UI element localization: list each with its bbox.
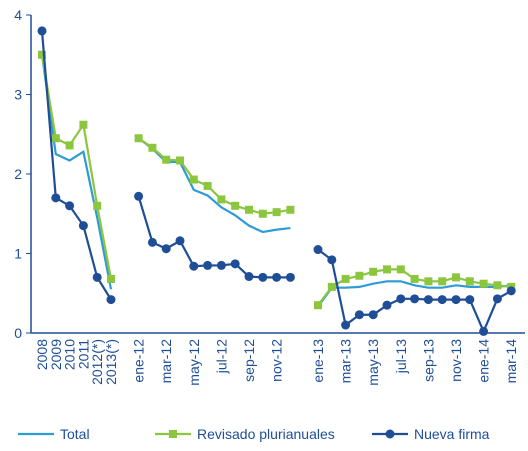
x-tick-label: ene-12 [131, 339, 147, 383]
data-point [65, 201, 75, 211]
data-point [203, 260, 213, 270]
x-tick-label: jul-13 [393, 339, 409, 374]
data-point [37, 26, 47, 36]
data-point [230, 259, 240, 269]
data-point [175, 236, 185, 246]
legend-marker [169, 430, 177, 438]
data-point [65, 141, 74, 150]
data-point [382, 300, 392, 310]
series-line [40, 30, 512, 335]
data-point [272, 208, 281, 217]
data-point [217, 195, 226, 204]
data-point [437, 295, 447, 305]
x-tick-label: nov-12 [269, 339, 285, 382]
data-point [189, 175, 198, 184]
data-point [451, 295, 461, 305]
legend-marker [385, 429, 395, 439]
series-line [40, 54, 512, 306]
data-point [424, 277, 433, 286]
x-tick-label: may-13 [365, 339, 381, 386]
data-point [51, 193, 61, 203]
data-point [38, 50, 46, 59]
data-point [92, 272, 102, 282]
y-tick-label: 4 [14, 7, 22, 23]
x-tick-label: mar-14 [503, 339, 519, 384]
x-tick-label: mar-13 [338, 339, 354, 384]
data-point [354, 310, 364, 320]
data-point [327, 255, 337, 265]
legend-label: Total [60, 426, 90, 442]
data-point [506, 286, 516, 296]
data-point [286, 205, 295, 214]
data-point [341, 274, 350, 283]
data-point [107, 274, 115, 283]
data-point [369, 267, 378, 276]
x-tick-label: 2009 [48, 339, 64, 370]
data-point [148, 143, 157, 152]
x-tick-label: 2011 [75, 339, 91, 369]
x-tick-label: nov-13 [448, 339, 464, 382]
data-point [410, 294, 420, 304]
data-point [176, 156, 184, 165]
data-point [216, 260, 226, 270]
data-point [245, 205, 253, 214]
data-point [147, 237, 157, 247]
y-tick-label: 3 [14, 87, 22, 103]
data-point [231, 201, 240, 210]
data-point [93, 201, 102, 210]
data-point [78, 221, 88, 231]
data-point [134, 191, 144, 201]
data-point [258, 272, 268, 282]
data-point [479, 279, 488, 288]
data-point [162, 155, 171, 164]
legend-label: Nueva firma [414, 426, 490, 442]
data-point [465, 295, 475, 305]
x-tick-label: ene-14 [476, 339, 492, 383]
x-tick-label: may-12 [186, 339, 202, 386]
data-point [314, 301, 322, 310]
y-tick-label: 2 [14, 166, 22, 182]
data-point [355, 271, 364, 280]
data-point [423, 295, 433, 305]
data-point [465, 277, 474, 286]
x-tick-label: jul-12 [213, 339, 229, 374]
x-tick-label: 2008 [34, 339, 50, 370]
x-tick-label: 2012(*) [89, 339, 105, 385]
y-tick-label: 1 [14, 246, 22, 262]
legend-label: Revisado plurianuales [197, 426, 335, 442]
data-point [452, 273, 460, 282]
x-tick-label: ene-13 [310, 339, 326, 383]
x-tick-label: 2010 [62, 339, 78, 370]
data-point [313, 245, 323, 255]
x-tick-label: 2013(*) [103, 339, 119, 385]
data-point [327, 282, 336, 291]
x-tick-label: mar-12 [158, 339, 174, 384]
data-point [493, 281, 502, 290]
data-point [134, 134, 143, 143]
data-point [368, 310, 378, 320]
data-point [79, 120, 88, 129]
data-point [479, 326, 489, 336]
data-point [410, 274, 419, 283]
x-tick-label: sep-12 [241, 339, 257, 382]
data-point [383, 265, 391, 274]
x-tick-label: sep-13 [420, 339, 436, 382]
data-point [161, 244, 171, 254]
data-point [51, 134, 60, 143]
data-point [258, 209, 267, 218]
data-point [396, 294, 406, 304]
series-line [40, 54, 512, 308]
data-point [396, 265, 405, 274]
data-point [341, 320, 351, 330]
data-point [438, 277, 447, 286]
data-point [106, 295, 116, 305]
data-point [244, 272, 254, 282]
data-point [189, 261, 199, 271]
data-point [492, 294, 502, 304]
data-point [203, 181, 212, 190]
data-point [285, 272, 295, 282]
y-tick-label: 0 [14, 325, 22, 341]
data-point [272, 272, 282, 282]
